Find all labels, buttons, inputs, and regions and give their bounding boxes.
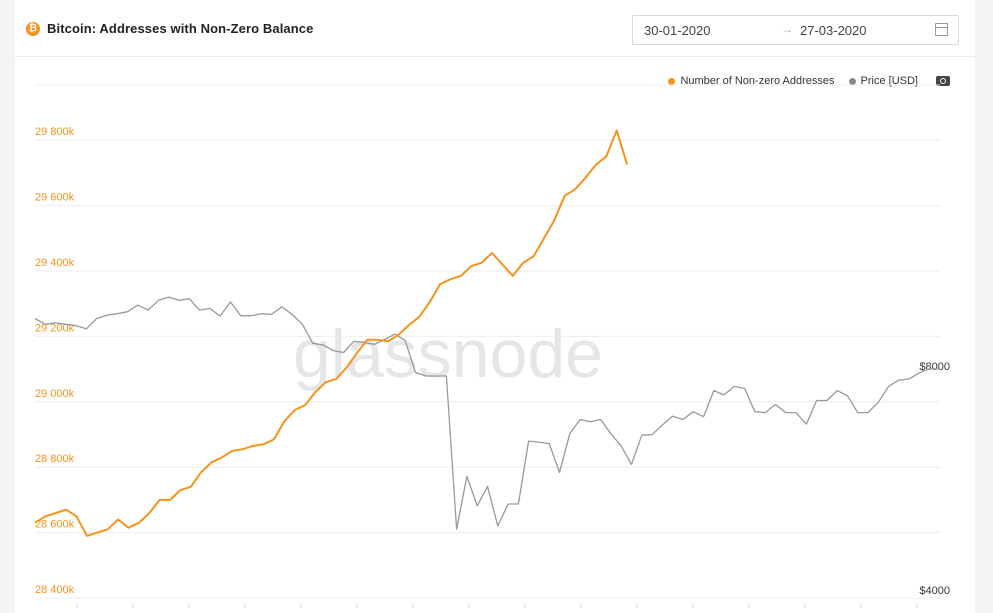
- left-axis-tick-label: 28 800k: [35, 453, 75, 465]
- date-start[interactable]: 30-01-2020: [644, 23, 711, 38]
- series-line-addresses: [34, 129, 629, 537]
- chart-plot: glassnode 28 400k 28 600k 28 800k 29 000k 29…: [34, 84, 950, 608]
- legend-label-addresses: Number of Non-zero Addresses: [680, 75, 835, 87]
- chart-title: Bitcoin: Addresses with Non-Zero Balance: [47, 21, 314, 36]
- calendar-icon[interactable]: [935, 23, 948, 36]
- legend-dot-price: [848, 77, 856, 85]
- left-axis-tick-label: 28 600k: [35, 519, 75, 531]
- arrow-right-icon: →: [781, 22, 793, 36]
- series-line-price: [34, 296, 940, 530]
- chart-card: ₿ Bitcoin: Addresses with Non-Zero Balan…: [15, 0, 975, 613]
- chart-legend: Number of Non-zero Addresses Price [USD]: [654, 75, 950, 87]
- bitcoin-icon: ₿: [26, 21, 40, 36]
- watermark: glassnode: [293, 316, 603, 392]
- left-axis-tick-label: 28 400k: [35, 584, 75, 596]
- left-axis-tick-label: 29 800k: [35, 126, 75, 138]
- legend-item-price[interactable]: Price [USD]: [848, 75, 918, 87]
- left-axis-tick-label: 29 400k: [35, 257, 75, 269]
- title-group: ₿ Bitcoin: Addresses with Non-Zero Balan…: [26, 21, 313, 36]
- left-axis-tick-label: 29 200k: [35, 322, 75, 334]
- legend-label-price: Price [USD]: [860, 75, 918, 87]
- legend-item-addresses[interactable]: Number of Non-zero Addresses: [668, 75, 835, 87]
- date-range-picker[interactable]: 30-01-2020 → 27-03-2020: [632, 15, 959, 45]
- left-axis-tick-label: 29 600k: [35, 192, 75, 204]
- date-end[interactable]: 27-03-2020: [800, 23, 867, 38]
- camera-icon[interactable]: [936, 76, 950, 86]
- right-axis-tick-label: $4000: [919, 585, 950, 597]
- left-axis-tick-label: 29 000k: [35, 388, 75, 400]
- chart-header: ₿ Bitcoin: Addresses with Non-Zero Balan…: [15, 0, 975, 57]
- legend-dot-addresses: [668, 77, 676, 85]
